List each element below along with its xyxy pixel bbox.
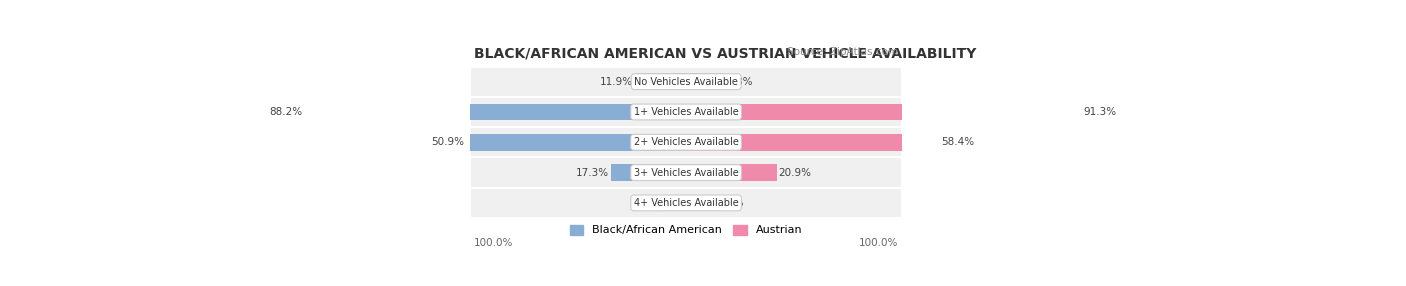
Bar <box>470 67 903 97</box>
Text: 100.0%: 100.0% <box>859 238 898 248</box>
Text: 58.4%: 58.4% <box>941 137 974 147</box>
Bar <box>686 164 776 181</box>
Text: No Vehicles Available: No Vehicles Available <box>634 77 738 87</box>
Text: 4+ Vehicles Available: 4+ Vehicles Available <box>634 198 738 208</box>
Text: 2+ Vehicles Available: 2+ Vehicles Available <box>634 137 738 147</box>
Bar <box>686 134 939 151</box>
Bar <box>686 73 724 90</box>
Legend: Black/African American, Austrian: Black/African American, Austrian <box>565 220 807 240</box>
Text: 3+ Vehicles Available: 3+ Vehicles Available <box>634 168 738 178</box>
Bar <box>634 73 686 90</box>
Bar <box>305 104 686 120</box>
Text: 50.9%: 50.9% <box>430 137 464 147</box>
Bar <box>470 97 903 127</box>
Bar <box>465 134 686 151</box>
Bar <box>470 127 903 158</box>
Bar <box>686 194 716 211</box>
Bar <box>470 158 903 188</box>
Bar <box>470 188 903 218</box>
Bar <box>662 194 686 211</box>
Text: 6.8%: 6.8% <box>717 198 744 208</box>
Text: 8.8%: 8.8% <box>727 77 752 87</box>
Text: 88.2%: 88.2% <box>270 107 302 117</box>
Bar <box>686 104 1081 120</box>
Text: 1+ Vehicles Available: 1+ Vehicles Available <box>634 107 738 117</box>
Bar <box>612 164 686 181</box>
Text: 11.9%: 11.9% <box>599 77 633 87</box>
Text: 20.9%: 20.9% <box>779 168 811 178</box>
Text: 100.0%: 100.0% <box>474 238 513 248</box>
Text: BLACK/AFRICAN AMERICAN VS AUSTRIAN VEHICLE AVAILABILITY: BLACK/AFRICAN AMERICAN VS AUSTRIAN VEHIC… <box>474 47 977 61</box>
Text: Source: ZipAtlas.com: Source: ZipAtlas.com <box>787 47 898 57</box>
Text: 5.5%: 5.5% <box>634 198 661 208</box>
Text: 17.3%: 17.3% <box>576 168 609 178</box>
Text: 91.3%: 91.3% <box>1083 107 1116 117</box>
